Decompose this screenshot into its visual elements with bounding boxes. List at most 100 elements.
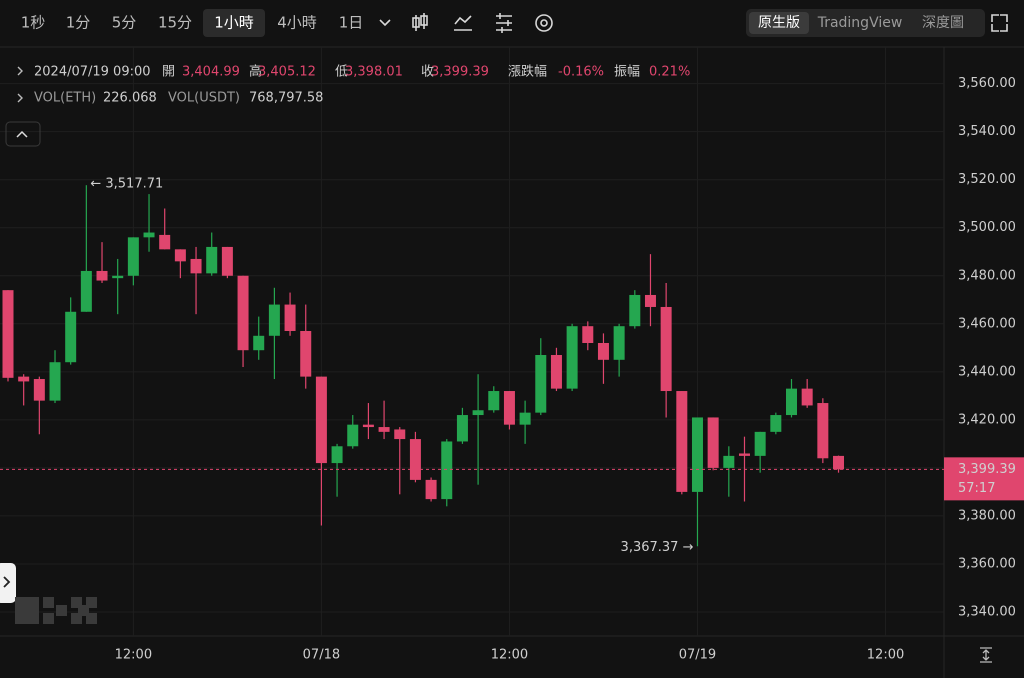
view-tab[interactable]: 深度圖 [922,15,964,31]
candle-body [331,446,343,464]
candles [2,185,845,547]
active-view-bg [749,12,809,34]
candle-body [268,304,280,336]
info-label: 振幅 [614,65,640,80]
info-value: 0.21% [649,65,690,80]
info-label: 收 [421,65,434,80]
side-tab-icon [3,576,11,588]
candle-body [127,237,139,276]
x-tick-label: 07/19 [679,648,716,663]
info-label: 低 [335,65,348,80]
candle-body [644,294,656,307]
candle-body [284,304,296,331]
candle-body [472,410,484,416]
candle-body [676,391,688,492]
candle-body [206,246,218,274]
x-tick-label: 12:00 [867,648,904,663]
interval-tab[interactable]: 5分 [112,14,137,32]
candle-body [691,417,703,492]
y-tick-label: 3,460.00 [958,316,1016,331]
volume-label: VOL(USDT) [168,91,240,106]
y-tick-label: 3,380.00 [958,508,1016,523]
dropdown-icon[interactable] [379,19,391,27]
y-tick-label: 3,540.00 [958,124,1016,139]
interval-tab[interactable]: 15分 [158,14,192,32]
fullscreen-icon[interactable] [991,14,1008,32]
info-value: 3,405.12 [258,65,316,80]
candle-body [582,326,594,343]
view-tab[interactable]: 原生版 [758,15,800,31]
candle-body [566,326,578,389]
info-label: 漲跌幅 [508,64,547,80]
y-tick-label: 3,440.00 [958,364,1016,379]
candle-body [707,417,719,468]
candle-body [754,431,766,456]
countdown-label: 57:17 [958,481,995,496]
max-annotation: ← 3,517.71 [90,177,163,192]
y-tick-label: 3,480.00 [958,268,1016,283]
y-tick-label: 3,520.00 [958,172,1016,187]
candle-body [2,290,14,378]
candle-body [801,388,813,406]
candle-body [347,424,359,447]
candle-body [629,294,641,327]
candle-body [394,429,406,440]
candle-body [174,249,186,262]
candle-body [190,258,202,274]
candle-body [300,330,312,377]
candle-body [425,479,437,500]
candle-body [409,439,421,480]
candle-body [143,232,155,238]
candle-body [80,270,92,312]
candle-body [18,376,30,382]
info-toggle[interactable] [17,66,23,76]
x-tick-label: 07/18 [303,648,340,663]
settings-icon[interactable] [535,14,553,32]
y-tick-label: 3,360.00 [958,556,1016,571]
candle-body [96,270,108,281]
watermark [15,597,97,624]
active-tab-bg [203,9,265,37]
interval-tab[interactable]: 1秒 [21,14,46,32]
candle-body [723,455,735,468]
volume-value: 768,797.58 [249,91,323,106]
interval-tab[interactable]: 1小時 [214,14,254,32]
candle-type-icon[interactable] [412,13,428,31]
indicator-icon[interactable] [454,15,472,31]
interval-tab[interactable]: 1分 [66,14,91,32]
candle-body [613,326,625,360]
scale-icon[interactable] [980,647,992,663]
interval-tab[interactable]: 4小時 [277,14,317,32]
info-time: 2024/07/19 09:00 [34,65,151,80]
settings-list-icon[interactable] [496,13,512,33]
collapse-button[interactable] [5,121,41,147]
candle-body [488,391,500,411]
candle-body [535,355,547,413]
candle-body [362,424,374,428]
x-tick-label: 12:00 [115,648,152,663]
candle-body [786,388,797,416]
candle-body [237,275,249,351]
candle-body [49,362,61,401]
y-tick-label: 3,500.00 [958,220,1016,235]
view-tab[interactable]: TradingView [817,15,903,31]
last-price-tag [944,457,1024,501]
candle-body [441,441,453,500]
candle-body [660,306,672,392]
toolbar: 1秒 1分 5分 15分 1小時 4小時 1日 原生版 TradingView 深度圖 [21,9,1008,37]
candle-body [253,335,265,351]
x-tick-label: 12:00 [491,648,528,663]
candle-body [159,234,171,250]
candle-body [221,246,233,276]
candle-body [315,376,327,464]
info: 2024/07/19 09:00 開 3,404.99 高3,405.12 低3,39… [17,64,690,106]
interval-tab[interactable]: 1日 [339,14,364,32]
candle-body [738,453,750,456]
info-toggle[interactable] [17,93,23,103]
volume-value: 226.068 [103,91,157,106]
candle-body [65,311,77,363]
candle-body [378,427,390,432]
